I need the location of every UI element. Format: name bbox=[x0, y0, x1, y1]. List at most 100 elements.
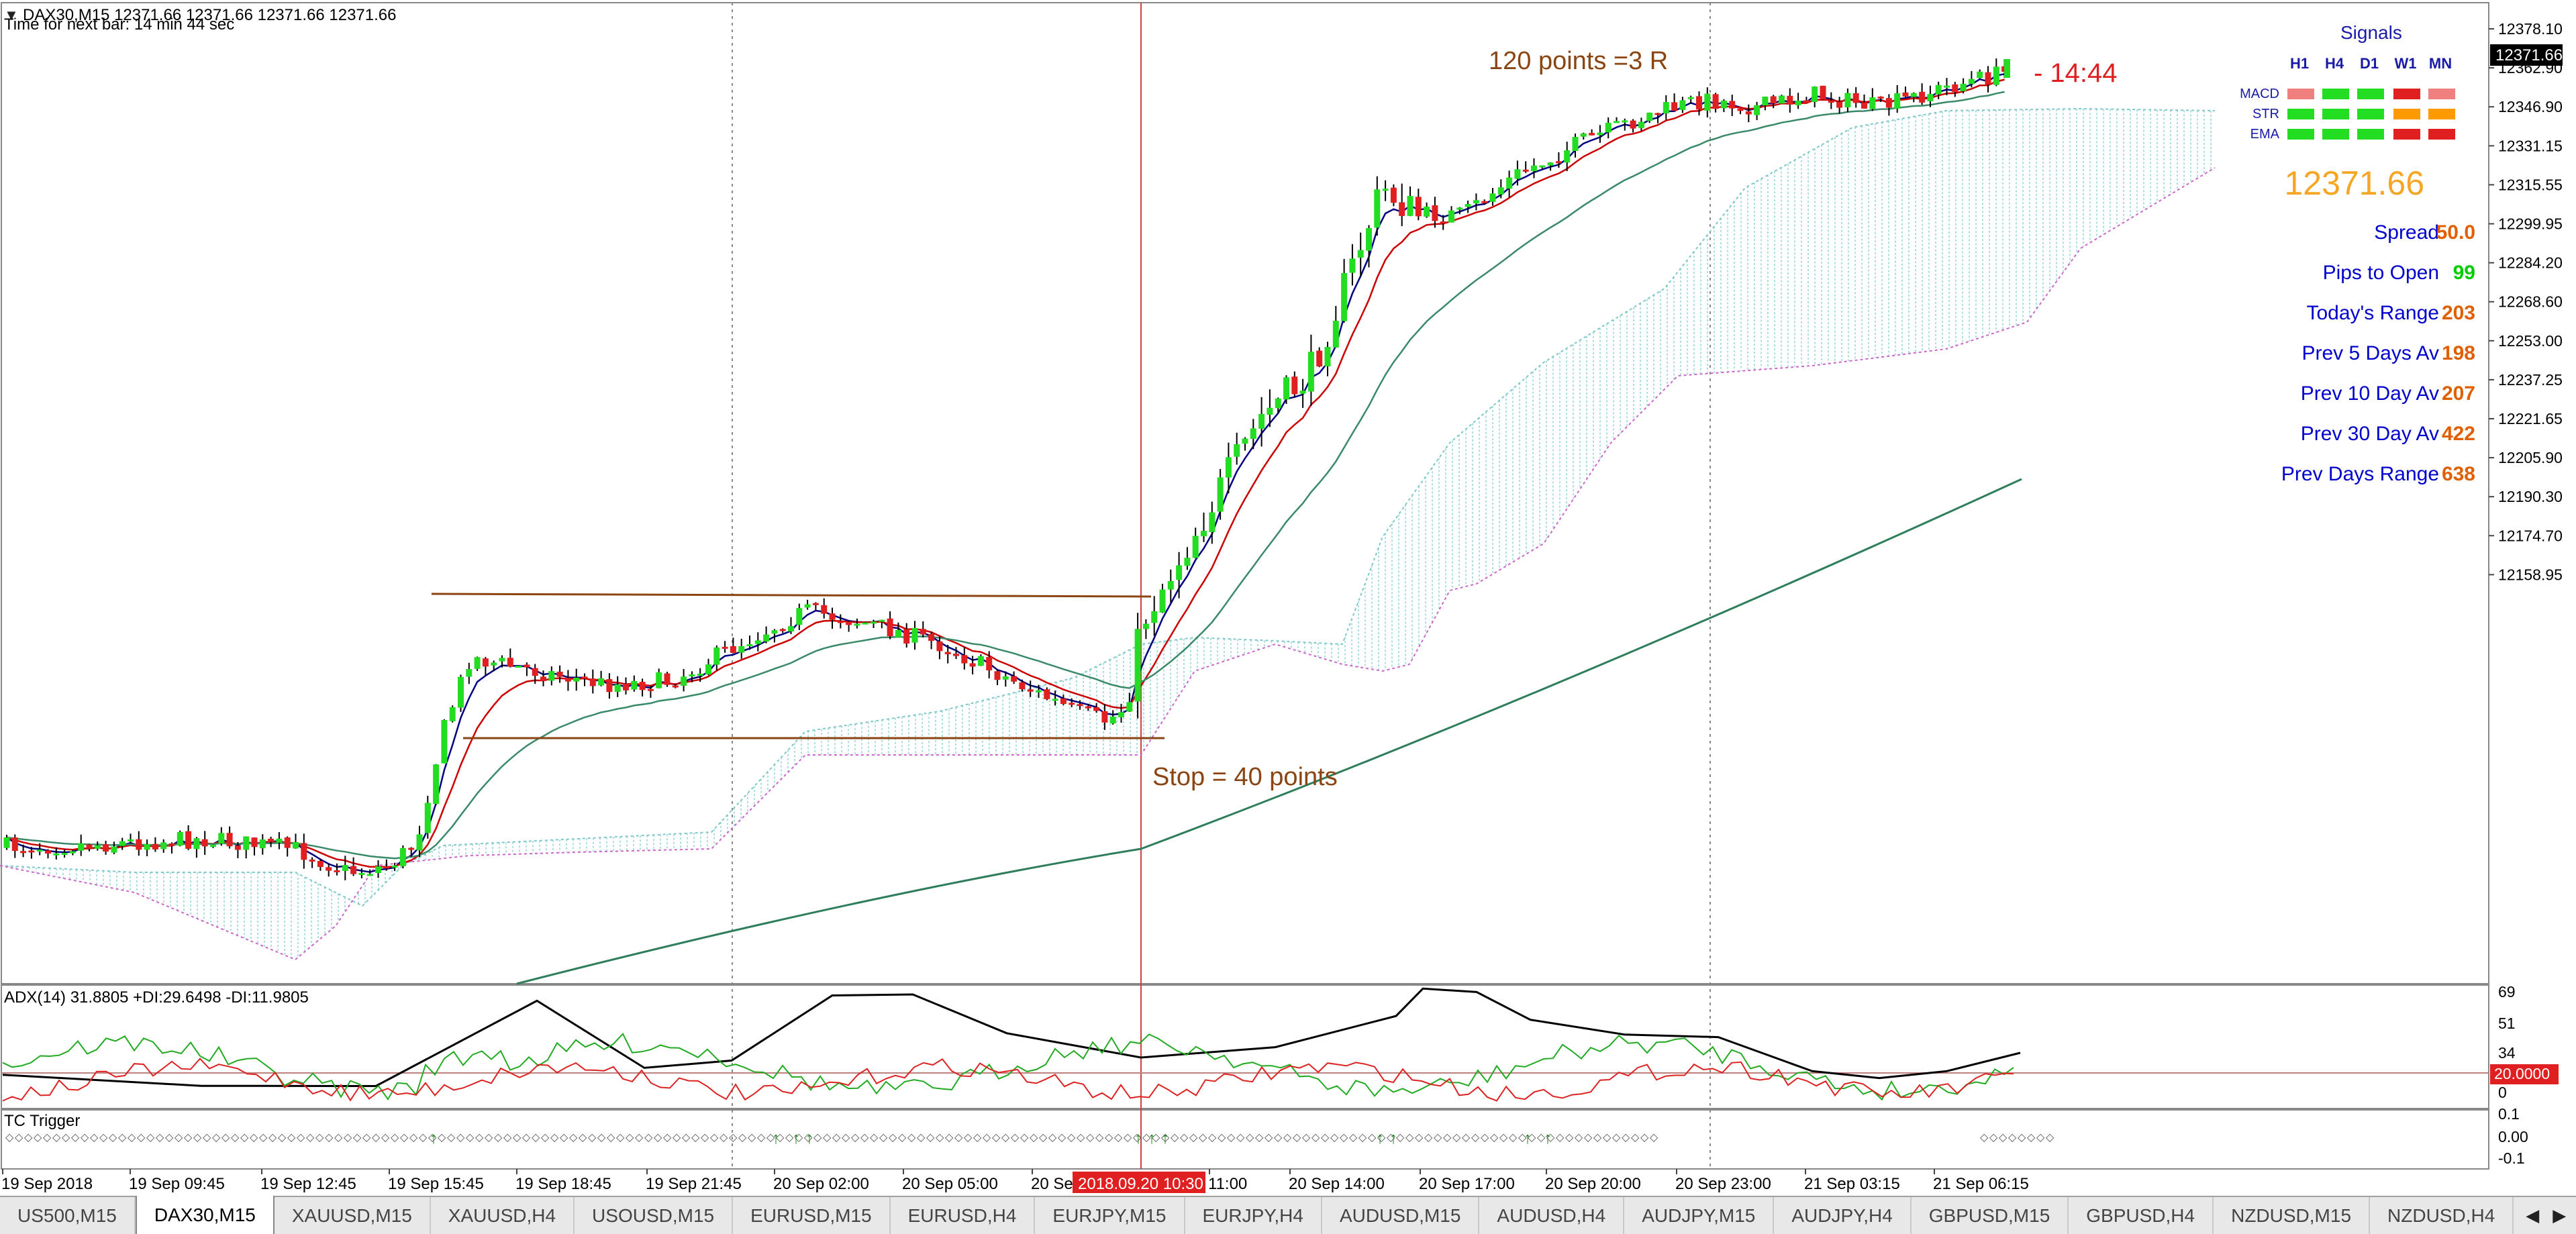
tc-trigger-mark: ◇ bbox=[926, 1132, 935, 1143]
chart-tab[interactable]: XAUUSD,M15 bbox=[275, 1197, 431, 1234]
chart-tab[interactable]: EURUSD,M15 bbox=[733, 1197, 891, 1234]
signal-cell bbox=[2393, 129, 2420, 140]
tc-trigger-mark: ◇ bbox=[203, 1132, 211, 1143]
tc-trigger-mark: ◇ bbox=[682, 1132, 691, 1143]
scroll-right-icon[interactable]: ▶ bbox=[2553, 1205, 2567, 1226]
candle-body bbox=[1069, 703, 1075, 705]
chart-tab[interactable]: AUDJPY,H4 bbox=[1774, 1197, 1912, 1234]
tc-trigger-mark: ◇ bbox=[1171, 1132, 1179, 1143]
chart-tab[interactable]: AUDUSD,M15 bbox=[1322, 1197, 1480, 1234]
stat-label: Pips to Open bbox=[2323, 262, 2439, 284]
tc-trigger-mark: ◇ bbox=[983, 1132, 991, 1143]
signal-cell bbox=[2393, 89, 2420, 99]
candle-body bbox=[1919, 91, 1926, 103]
time-tick-label: 11:00 bbox=[1208, 1175, 1247, 1193]
collapse-arrow-icon[interactable]: ▼ bbox=[4, 7, 19, 23]
chart-tab[interactable]: NZDUSD,H4 bbox=[2370, 1197, 2514, 1234]
price-tick-label: 12158.95 bbox=[2498, 566, 2563, 583]
candle-body bbox=[1176, 565, 1183, 580]
tc-trigger-mark: ◇ bbox=[1142, 1132, 1151, 1143]
candle-body bbox=[1250, 428, 1256, 440]
candle-body bbox=[656, 672, 662, 688]
tc-trigger-mark: ◇ bbox=[1095, 1132, 1104, 1143]
tc-panel[interactable] bbox=[1, 1109, 2489, 1170]
signal-cell bbox=[2393, 109, 2420, 119]
chart-tab[interactable]: GBPUSD,H4 bbox=[2069, 1197, 2214, 1234]
signal-row-label: EMA bbox=[2250, 127, 2280, 142]
candle-body bbox=[829, 613, 836, 620]
tc-trigger-mark: ◇ bbox=[813, 1132, 822, 1143]
tc-trigger-mark: ◇ bbox=[1321, 1132, 1330, 1143]
chart-tab[interactable]: EURJPY,H4 bbox=[1185, 1197, 1322, 1234]
tc-trigger-mark: ◇ bbox=[2036, 1132, 2045, 1143]
candle-body bbox=[1448, 210, 1454, 223]
tc-trigger-mark: ◇ bbox=[1199, 1132, 1207, 1143]
chart-tab[interactable]: AUDUSD,H4 bbox=[1479, 1197, 1625, 1234]
tc-trigger-mark: ◇ bbox=[654, 1132, 662, 1143]
candle-body bbox=[78, 843, 85, 851]
adx-axis: 69 51 34 20.0000 0 bbox=[2490, 983, 2559, 1101]
chart-tab[interactable]: GBPUSD,M15 bbox=[1912, 1197, 2069, 1234]
tc-trigger-mark: ◇ bbox=[1077, 1132, 1085, 1143]
time-axis[interactable]: 19 Sep 2018 19 Sep 09:45 19 Sep 12:45 19 Se… bbox=[1, 1169, 2029, 1193]
candle-body bbox=[1291, 376, 1298, 395]
signal-cell bbox=[2428, 129, 2455, 140]
signal-timeframe-label: D1 bbox=[2360, 55, 2379, 72]
tc-trigger-mark: ◇ bbox=[626, 1132, 634, 1143]
candle-body bbox=[606, 679, 613, 692]
tc-trigger-mark: ◇ bbox=[1989, 1132, 1998, 1143]
time-cursor-label: 2018.09.20 10:30 bbox=[1078, 1175, 1203, 1193]
tc-trigger-mark: ◇ bbox=[1396, 1132, 1405, 1143]
chart-tab[interactable]: EURUSD,H4 bbox=[891, 1197, 1036, 1234]
candle-body bbox=[1852, 93, 1859, 103]
chart-tab[interactable]: NZDUSD,M15 bbox=[2214, 1197, 2371, 1234]
chart-tab[interactable]: EURJPY,M15 bbox=[1035, 1197, 1185, 1234]
candle-body bbox=[1671, 102, 1678, 111]
candle-body bbox=[1473, 200, 1479, 204]
scroll-left-icon[interactable]: ◀ bbox=[2526, 1205, 2540, 1226]
chart-tab[interactable]: AUDJPY,M15 bbox=[1624, 1197, 1775, 1234]
tc-trigger-mark: ◇ bbox=[24, 1132, 33, 1143]
adx-panel[interactable] bbox=[1, 984, 2489, 1109]
candle-body bbox=[1506, 177, 1513, 189]
range-top-line[interactable] bbox=[431, 593, 1152, 598]
tc-buy-arrow-icon: ↑ bbox=[1544, 1129, 1552, 1147]
candle-body bbox=[1687, 97, 1694, 99]
signal-cell bbox=[2287, 109, 2314, 119]
candle-body bbox=[953, 654, 959, 656]
candle-body bbox=[1349, 258, 1356, 273]
tc-trigger-mark: ◇ bbox=[1340, 1132, 1348, 1143]
chart-tab[interactable]: DAX30,M15 bbox=[135, 1196, 275, 1234]
tc-trigger-mark: ◇ bbox=[644, 1132, 653, 1143]
candle-body bbox=[1514, 169, 1521, 179]
candle-body bbox=[1299, 391, 1306, 394]
tc-trigger-mark: ◇ bbox=[109, 1132, 117, 1143]
signal-cell bbox=[2322, 109, 2349, 119]
tc-trigger-mark: ◇ bbox=[466, 1132, 475, 1143]
price-axis[interactable]: 12378.1012362.9012346.9012331.1512315.55… bbox=[2489, 20, 2563, 583]
candle-body bbox=[804, 604, 811, 608]
tc-trigger-mark: ◇ bbox=[1283, 1132, 1292, 1143]
candle-body bbox=[944, 652, 951, 655]
main-panel[interactable] bbox=[1, 2, 2489, 984]
candle-body bbox=[433, 764, 440, 805]
tc-trigger-mark: ◇ bbox=[306, 1132, 315, 1143]
candle-body bbox=[20, 851, 27, 854]
chart-tab[interactable]: XAUUSD,H4 bbox=[431, 1197, 575, 1234]
price-tick-label: 12174.70 bbox=[2498, 527, 2563, 544]
tc-trigger-mark: ◇ bbox=[362, 1132, 371, 1143]
candle-body bbox=[879, 619, 885, 622]
chart-tab[interactable]: USOUSD,M15 bbox=[575, 1197, 734, 1234]
tc-trigger-mark: ◇ bbox=[673, 1132, 681, 1143]
tc-trigger-mark: ◇ bbox=[278, 1132, 287, 1143]
tc-trigger-mark: ◇ bbox=[231, 1132, 240, 1143]
price-tick-label: 12346.90 bbox=[2498, 98, 2563, 115]
candle-body bbox=[672, 685, 679, 688]
tc-trigger-mark: ◇ bbox=[1039, 1132, 1048, 1143]
chart-tab[interactable]: US500,M15 bbox=[0, 1197, 136, 1234]
tc-trigger-mark: ◇ bbox=[1189, 1132, 1198, 1143]
signal-row-label: STR bbox=[2252, 107, 2279, 121]
tc-trigger-mark: ◇ bbox=[1593, 1132, 1602, 1143]
candle-body bbox=[1572, 137, 1579, 152]
